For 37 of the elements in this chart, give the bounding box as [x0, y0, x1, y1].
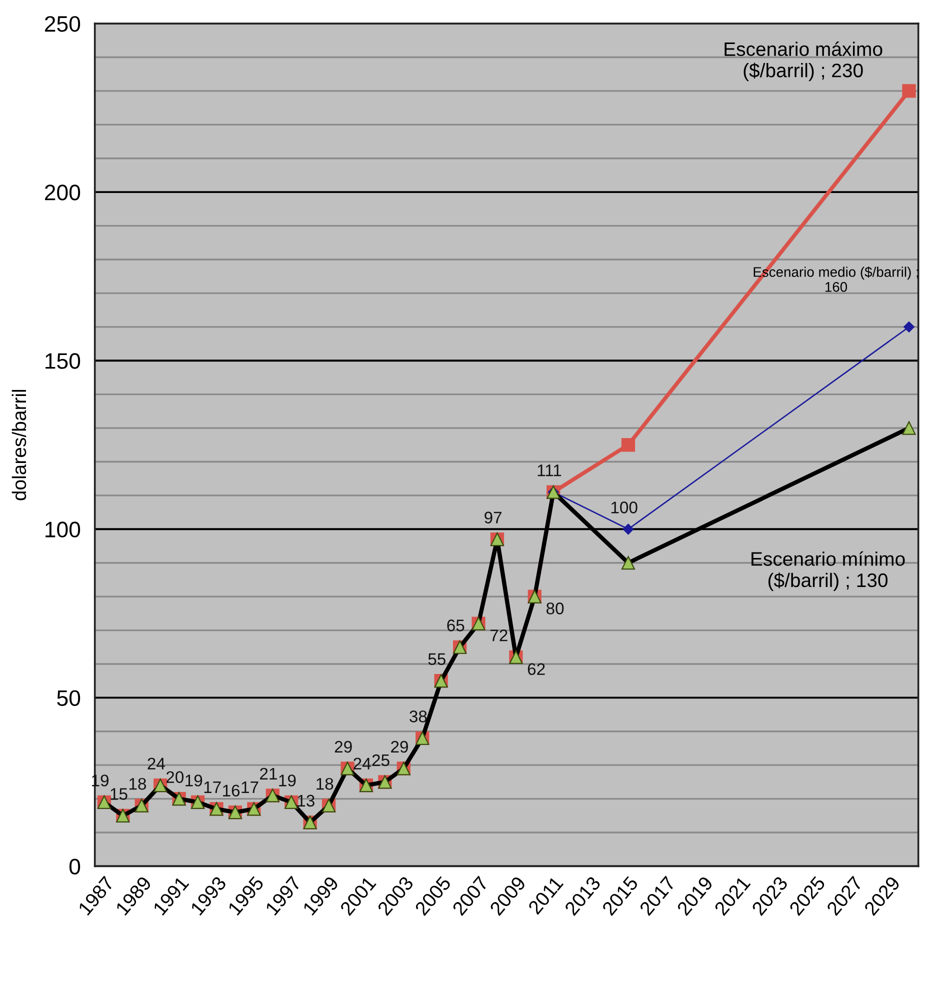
data-label: 21: [260, 768, 277, 780]
y-tick-label: 50: [57, 690, 80, 706]
data-label: 97: [484, 512, 502, 524]
data-label: 25: [372, 754, 390, 766]
data-label: 18: [129, 778, 146, 790]
data-label: 55: [428, 653, 446, 666]
data-label: 15: [110, 788, 128, 800]
point: [622, 524, 634, 535]
point: [902, 84, 916, 98]
point: [904, 321, 914, 332]
annotation: Escenario máximo ($/barril) ; 230: [724, 42, 882, 82]
data-label: 100: [611, 502, 638, 514]
data-label: 16: [223, 784, 240, 796]
data-label: 111: [538, 464, 562, 476]
data-label: 80: [546, 602, 564, 614]
y-tick-label: 100: [46, 522, 80, 538]
data-label: 17: [204, 781, 221, 793]
data-label: 24: [354, 758, 371, 770]
data-label: 29: [391, 740, 408, 753]
data-label: 20: [166, 771, 184, 784]
data-label: 38: [410, 710, 427, 722]
y-tick-label: 150: [46, 353, 80, 369]
data-label: 17: [242, 781, 258, 793]
data-label: 29: [334, 740, 352, 753]
data-label: 72: [490, 630, 508, 642]
data-label: 18: [316, 778, 334, 790]
data-label: 19: [186, 774, 202, 786]
y-tick-label: 200: [44, 184, 80, 200]
data-label: 62: [528, 663, 545, 676]
y-axis-title: dolares/barril: [12, 390, 26, 500]
y-tick-label: 250: [44, 16, 80, 32]
data-label: 65: [447, 620, 464, 632]
point: [621, 438, 636, 452]
y-tick-label: 0: [69, 858, 80, 874]
data-label: 19: [279, 774, 296, 786]
annotation: Escenario mínimo ($/barril) ; 130: [752, 551, 905, 591]
data-label: 24: [148, 758, 165, 770]
